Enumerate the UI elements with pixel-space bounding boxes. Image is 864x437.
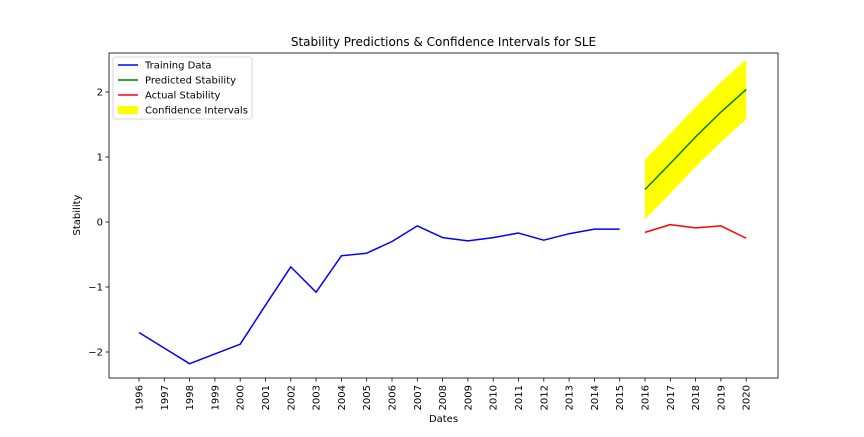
x-tick-label: 2000 [236,385,247,410]
x-tick-label: 1999 [210,385,221,410]
x-tick-label: 2016 [641,385,652,410]
x-tick-label: 2010 [489,385,500,410]
x-tick-label: 2017 [666,385,677,410]
x-tick-label: 2013 [565,385,576,410]
predicted-stability-line [644,88,747,191]
x-tick-label: 2004 [337,385,348,410]
x-tick-label: 2006 [388,385,399,410]
x-tick-label: 2018 [691,385,702,410]
axes-frame [108,52,779,379]
y-tick-label: 1 [97,153,103,164]
y-axis-label: Stability [72,194,83,235]
plot-area [138,59,747,365]
y-tick-label: 0 [97,218,103,229]
legend-confidence-swatch [118,106,138,114]
legend: Training Data Predicted Stability Actual… [112,56,253,120]
x-tick-label: 2009 [463,385,474,410]
x-tick-label: 2014 [590,385,601,410]
x-tick-label: 2001 [261,385,272,410]
x-axis: 1996 1997 1998 1999 2000 2001 2002 2003 2004 2005… [135,378,753,410]
legend-box [112,56,253,120]
x-tick-label: 2011 [514,385,525,410]
y-tick-label: −2 [88,348,103,359]
y-tick-label: 2 [97,88,103,99]
x-tick-label: 2012 [539,385,550,410]
x-tick-label: 2019 [716,385,727,410]
legend-training-label: Training Data [144,61,212,72]
legend-predicted-label: Predicted Stability [145,76,236,87]
training-data-line [138,225,620,365]
x-tick-label: 2007 [413,385,424,410]
y-tick-label: −1 [88,283,103,294]
chart-title: Stability Predictions & Confidence Inter… [291,35,596,49]
x-tick-label: 2002 [286,385,297,410]
legend-actual-label: Actual Stability [145,91,221,102]
x-tick-label: 1996 [135,385,146,410]
x-tick-label: 2008 [438,385,449,410]
confidence-band [645,59,747,220]
x-tick-label: 2003 [312,385,323,410]
y-axis: −2 −1 0 1 2 [88,88,109,359]
x-tick-label: 1997 [160,385,171,410]
x-axis-label: Dates [429,414,458,425]
x-tick-label: 2015 [615,385,626,410]
legend-confidence-label: Confidence Intervals [145,106,248,117]
x-tick-label: 1998 [185,385,196,410]
x-tick-label: 2005 [362,385,373,410]
actual-stability-line [644,223,747,239]
x-tick-label: 2020 [742,385,753,410]
